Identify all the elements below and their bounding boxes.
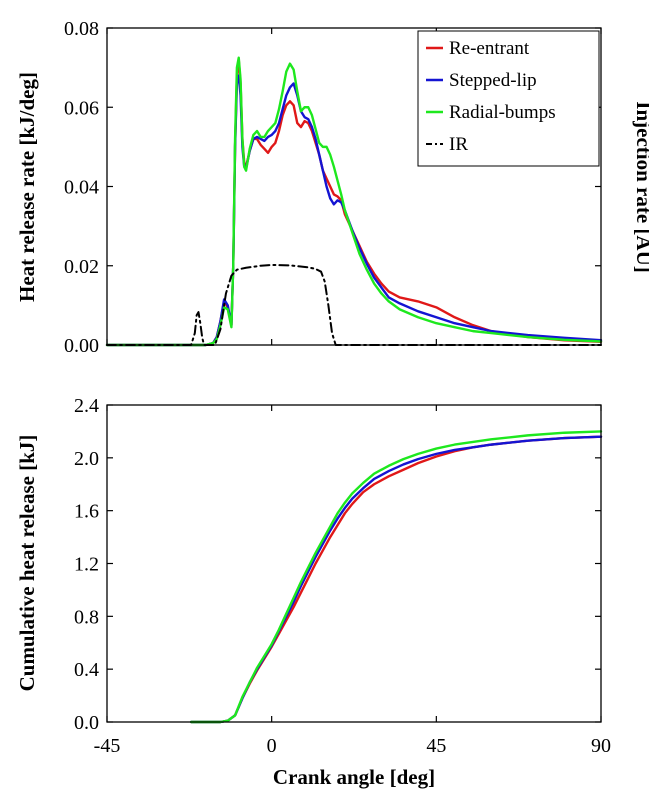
top-y-ticks: 0.00 0.02 0.04 0.06 0.08 [64,18,602,357]
series-line-radial-bumps-top [105,56,603,347]
legend-label-radial-bumps: Radial-bumps [449,102,556,123]
y-tick-label: 2.0 [74,448,99,470]
bottom-x-ticks: -45 0 45 90 [94,405,611,757]
x-tick-label: 90 [591,735,611,757]
x-tick-label: 0 [267,735,277,757]
legend-label-ir: IR [449,134,468,155]
legend-label-re-entrant: Re-entrant [449,38,530,59]
y-tick-label: 0.8 [74,606,99,628]
heat-release-rate-panel: 0.00 0.02 0.04 0.06 0.08 Heat release rate [… [15,18,649,357]
y-tick-label: 0.02 [64,256,99,278]
legend-label-stepped-lip: Stepped-lip [449,70,537,91]
cumulative-series-group [189,430,603,724]
series-line-radial-bumps-bottom [189,430,603,724]
y-tick-label: 0.04 [64,177,99,199]
y-tick-label: 0.00 [64,335,99,357]
legend: Re-entrant Stepped-lip Radial-bumps IR [417,30,600,167]
x-axis-label: Crank angle [deg] [273,765,435,789]
x-tick-label: -45 [94,735,121,757]
y-tick-label: 1.6 [74,501,99,523]
series-line-ir-top [106,263,602,346]
y-tick-label: 0.4 [74,659,99,681]
x-tick-label: 45 [426,735,446,757]
top-y-axis-label: Heat release rate [kJ/deg] [15,72,39,302]
heat-release-series-group [105,56,603,347]
top-right-y-axis-label: Injection rate [AU] [632,101,649,272]
y-tick-label: 0.06 [64,97,99,119]
y-tick-label: 2.4 [74,395,99,417]
y-tick-label: 0.08 [64,18,99,40]
y-tick-label: 1.2 [74,554,99,576]
bottom-y-ticks: 0.0 0.4 0.8 1.2 1.6 2.0 2.4 [74,395,601,734]
legend-items: Re-entrant Stepped-lip Radial-bumps IR [426,38,556,155]
legend-box [417,30,600,167]
y-tick-label: 0.0 [74,712,99,734]
cumulative-heat-release-panel: 0.0 0.4 0.8 1.2 1.6 2.0 2.4 -45 0 45 90 Cumulativ… [15,395,611,789]
bottom-y-axis-label: Cumulative heat release [kJ] [15,435,39,692]
